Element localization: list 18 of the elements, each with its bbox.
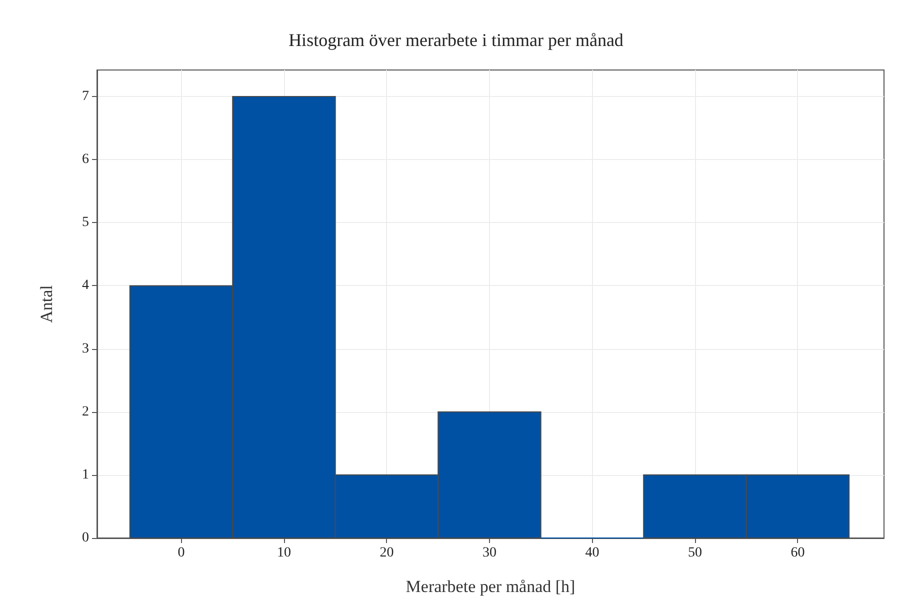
x-tick-label: 0	[178, 546, 185, 560]
y-tick-label: 4	[82, 278, 89, 294]
x-tick-label: 40	[585, 546, 600, 560]
y-tick-label: 1	[82, 467, 89, 482]
x-axis-title: Merarbete per månad [h]	[406, 577, 576, 596]
y-tick-label: 7	[82, 88, 89, 104]
y-tick-label: 0	[82, 530, 89, 546]
y-tick-label: 5	[82, 215, 89, 230]
x-tick-label: 30	[482, 546, 496, 560]
x-tick-label: 60	[790, 546, 805, 560]
y-axis-title: Antal	[37, 284, 56, 323]
y-tick-label: 2	[82, 404, 89, 420]
y-tick-label: 3	[82, 341, 89, 356]
x-tick-label: 10	[276, 546, 291, 560]
y-tick-label: 6	[82, 152, 89, 168]
chart-title: Histogram över merarbete i timmar per månad	[288, 30, 624, 50]
x-tick-label: 20	[380, 546, 394, 560]
x-tick-label: 50	[688, 546, 702, 560]
